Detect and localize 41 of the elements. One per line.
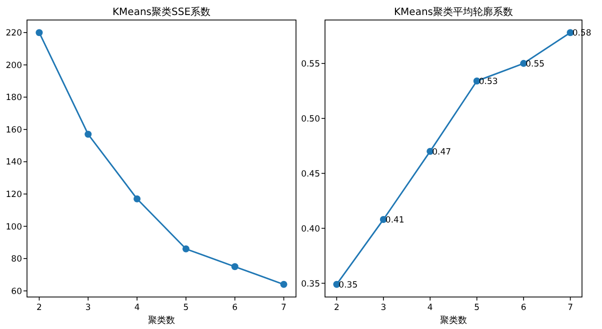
x-tick-label: 7 [568, 303, 574, 313]
y-tick-label: 200 [6, 60, 22, 71]
chart-title: KMeans聚类平均轮廓系数 [394, 6, 514, 18]
y-tick-label: 100 [6, 222, 22, 232]
y-tick-label: 160 [6, 125, 22, 136]
point [280, 280, 288, 288]
point [182, 245, 190, 252]
x-tick-label: 2 [36, 303, 42, 313]
x-axis-title: 聚类数 [440, 315, 467, 326]
y-tick-label: 0.45 [301, 169, 320, 180]
y-tick-label: 120 [6, 190, 22, 200]
point [134, 195, 141, 202]
x-tick-label: 4 [134, 303, 140, 313]
x-tick-label: 7 [281, 303, 286, 313]
x-tick-label: 5 [474, 303, 480, 313]
x-tick-label: 3 [85, 303, 91, 313]
y-tick-label: 80 [11, 254, 22, 265]
x-tick-label: 6 [520, 303, 526, 313]
point [231, 263, 238, 270]
x-tick-label: 4 [427, 303, 433, 313]
y-tick-label: 60 [11, 286, 22, 297]
y-tick-label: 0.35 [301, 279, 320, 290]
y-tick-label: 0.40 [301, 224, 320, 234]
x-tick-label: 5 [183, 303, 189, 313]
data-label: 0.55 [526, 59, 545, 70]
x-tick-label: 6 [232, 303, 238, 313]
x-tick-label: 2 [334, 303, 340, 313]
x-axis-title: 聚类数 [148, 315, 175, 326]
data-label: 0.35 [338, 280, 358, 290]
chart-title: KMeans聚类SSE系数 [112, 6, 211, 18]
y-tick-label: 180 [6, 93, 22, 104]
y-tick-label: 220 [6, 28, 22, 39]
y-tick-label: 0.55 [301, 59, 320, 70]
data-label: 0.53 [478, 77, 498, 88]
y-tick-label: 140 [6, 158, 22, 168]
data-label: 0.41 [385, 216, 404, 226]
y-tick-label: 0.50 [301, 114, 320, 124]
point [36, 29, 43, 36]
x-tick-label: 3 [380, 303, 386, 313]
data-label: 0.47 [432, 147, 452, 158]
point [84, 130, 92, 138]
